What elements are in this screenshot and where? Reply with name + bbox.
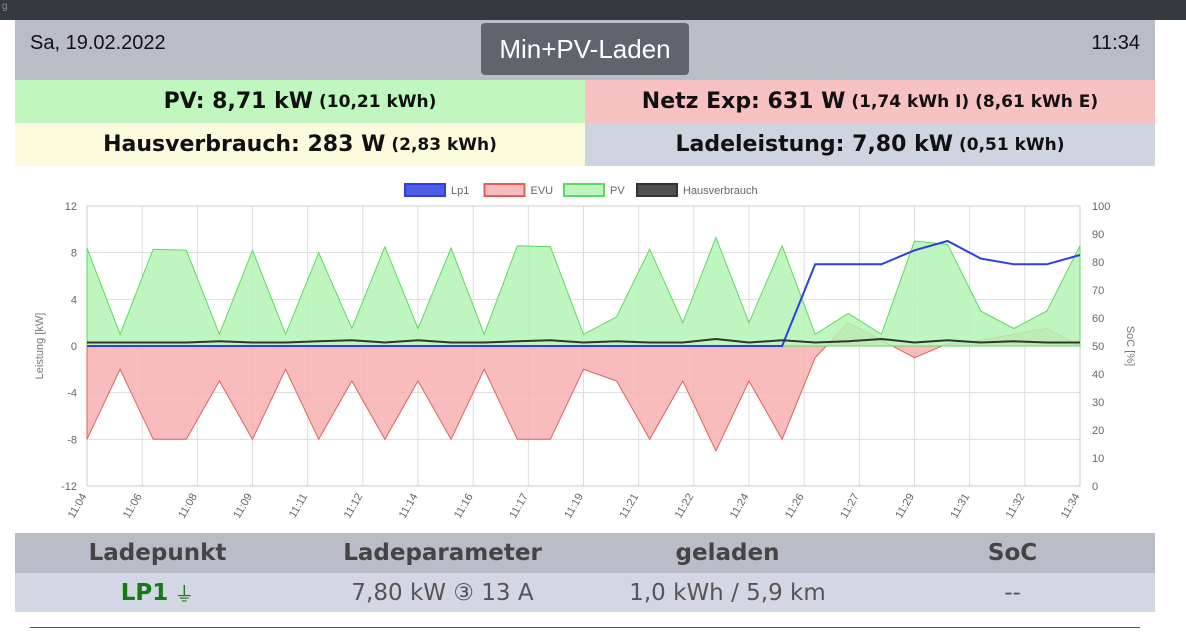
y2-tick-label: 0	[1092, 481, 1098, 493]
grid-energy: (1,74 kWh I) (8,61 kWh E)	[851, 91, 1099, 112]
x-tick-label: 11:11	[287, 492, 310, 520]
legend-swatch	[563, 183, 605, 197]
series-line-lp1	[87, 239, 1081, 347]
header-soc: SoC	[987, 540, 1038, 566]
date-label: Sa, 19.02.2022	[30, 32, 166, 54]
x-tick-label: 11:29	[893, 492, 917, 521]
x-tick-label: 11:27	[838, 492, 862, 521]
header-ladeparameter: Ladeparameter	[343, 540, 542, 566]
x-tick-label: 11:34	[1059, 492, 1083, 521]
soc-value: --	[1004, 579, 1021, 606]
x-tick-label: 11:14	[397, 492, 421, 521]
grid-tile: Netz Exp: 631 W (1,74 kWh I) (8,61 kWh E…	[585, 80, 1155, 123]
top-strip-text: g	[2, 1, 8, 12]
legend-swatch	[404, 183, 446, 197]
header-geladen: geladen	[675, 540, 780, 566]
series-area-evu	[86, 322, 1081, 453]
y2-tick-label: 70	[1092, 285, 1104, 297]
house-value: Hausverbrauch: 283 W	[103, 132, 386, 157]
table-row[interactable]: LP1 ⏚ 7,80 kW ③ 13 A 1,0 kWh / 5,9 km --	[15, 573, 1155, 612]
y2-tick-label: 60	[1092, 313, 1104, 325]
legend-swatch	[636, 183, 678, 197]
plug-icon: ⏚	[174, 582, 195, 606]
y2-tick-label: 50	[1092, 341, 1104, 353]
charge-power-value: Ladeleistung: 7,80 kW	[675, 132, 953, 157]
x-tick-label: 11:26	[783, 492, 807, 521]
charged-amount: 1,0 kWh / 5,9 km	[629, 579, 826, 606]
series-line-hausverbrauch	[87, 337, 1080, 344]
legend-swatch	[483, 183, 526, 197]
x-tick-label: 11:31	[949, 492, 973, 521]
y-tick-label: 12	[65, 201, 77, 213]
legend-label: Lp1	[451, 185, 469, 197]
y2-tick-label: 90	[1092, 229, 1104, 241]
y-axis-title: Leistung [kW]	[34, 313, 46, 380]
x-tick-label: 11:04	[66, 492, 90, 521]
pv-energy: (10,21 kWh)	[319, 91, 437, 112]
y2-tick-label: 30	[1092, 397, 1104, 409]
chart-series	[86, 236, 1081, 453]
chart-legend[interactable]: Lp1 EVU PV Hausverbrauch	[404, 183, 758, 197]
y-tick-label: 8	[71, 248, 77, 260]
y-tick-label: -12	[61, 481, 77, 493]
header-bar: Sa, 19.02.2022 Min+PV-Laden 11:34	[15, 20, 1155, 80]
header-ladepunkt: Ladepunkt	[88, 540, 227, 566]
window-top-strip: g	[0, 0, 1186, 20]
charge-power-tile: Ladeleistung: 7,80 kW (0,51 kWh)	[585, 123, 1155, 166]
x-tick-label: 11:22	[673, 492, 697, 521]
pv-value: PV: 8,71 kW	[163, 89, 314, 114]
y2-tick-label: 100	[1092, 201, 1110, 213]
x-tick-label: 11:09	[231, 492, 255, 521]
x-tick-label: 11:21	[618, 492, 642, 521]
legend-label: EVU	[531, 185, 554, 197]
y2-tick-label: 20	[1092, 425, 1104, 437]
x-tick-label: 11:08	[176, 492, 200, 521]
y2-tick-label: 10	[1092, 453, 1104, 465]
x-tick-label: 11:06	[121, 492, 145, 521]
y-tick-label: 0	[71, 341, 77, 353]
charge-table-header: Ladepunkt Ladeparameter geladen SoC	[15, 533, 1155, 573]
divider	[30, 627, 1140, 628]
chargepoint-name[interactable]: LP1	[120, 579, 169, 606]
charge-energy: (0,51 kWh)	[958, 134, 1065, 155]
y-tick-label: -8	[67, 434, 77, 446]
series-area-pv	[86, 236, 1081, 347]
pv-tile: PV: 8,71 kW (10,21 kWh)	[15, 80, 585, 123]
charge-parameter: 7,80 kW ③ 13 A	[351, 579, 534, 606]
y-tick-label: 4	[71, 294, 77, 306]
y2-tick-label: 80	[1092, 257, 1104, 269]
time-label: 11:34	[1091, 32, 1140, 54]
house-tile: Hausverbrauch: 283 W (2,83 kWh)	[15, 123, 585, 166]
x-tick-label: 11:32	[1004, 491, 1028, 520]
x-tick-label: 11:24	[728, 492, 752, 521]
x-tick-label: 11:12	[342, 492, 366, 521]
chargepoint-cell[interactable]: LP1 ⏚	[15, 573, 300, 612]
legend-label: Hausverbrauch	[683, 185, 758, 197]
house-energy: (2,83 kWh)	[391, 134, 497, 155]
x-tick-label: 11:19	[562, 492, 586, 521]
x-tick-label: 11:16	[452, 492, 476, 521]
legend-label: PV	[610, 185, 625, 197]
x-tick-label: 11:17	[507, 492, 531, 521]
grid-value: Netz Exp: 631 W	[641, 89, 846, 114]
y-tick-label: -4	[67, 388, 77, 400]
y2-tick-label: 40	[1092, 369, 1104, 381]
charge-mode-button[interactable]: Min+PV-Laden	[481, 23, 689, 75]
y2-axis-title: SoC [%]	[1124, 326, 1136, 366]
